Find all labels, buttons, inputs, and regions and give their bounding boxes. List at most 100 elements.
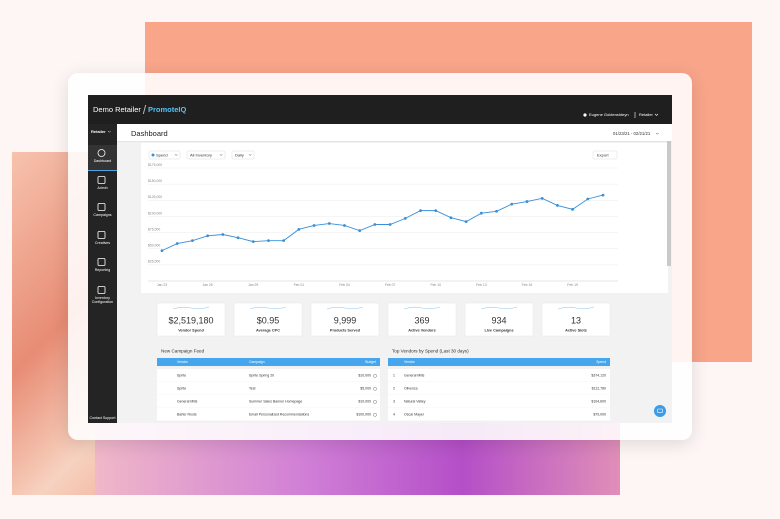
kpi-card (464, 302, 534, 337)
nav-label: Reporting (95, 268, 111, 272)
column-header: Vendor (404, 360, 416, 364)
data-point (525, 200, 529, 203)
chevron (655, 132, 659, 135)
product: PromoteIQ (148, 105, 187, 114)
x-tick-label: Feb 04 (339, 283, 350, 287)
table-row (388, 369, 610, 382)
data-point (236, 236, 240, 240)
header-bar (117, 124, 672, 142)
filter-label: Spend (156, 152, 168, 157)
nav-icon (97, 286, 106, 294)
data-point (510, 202, 514, 206)
data-point (464, 220, 468, 223)
table-row (157, 369, 380, 382)
y-tick-label: $150,000 (148, 179, 162, 183)
table-title: Top Vendors by Spend (Last 30 days) (392, 349, 469, 354)
contact-support: Contact Support (90, 416, 116, 420)
table-cell: $10,000 (358, 374, 371, 378)
x-tick-label: Feb 01 (294, 283, 305, 287)
kpi-value: 9,999 (334, 315, 357, 325)
data-point (449, 216, 453, 220)
data-point (388, 223, 392, 226)
account: Retailer (639, 112, 653, 117)
table-cell: Natural Valley (404, 400, 426, 404)
x-tick-label: Feb 19 (567, 283, 578, 287)
info-icon (373, 386, 377, 391)
data-point (373, 223, 377, 226)
retailer-selector: Retailer (91, 129, 106, 134)
table-cell: 2 (393, 387, 395, 391)
x-tick-label: Feb 10 (430, 283, 441, 287)
nav-label: Campaigns (93, 213, 111, 217)
table-cell: Test (249, 387, 255, 391)
spend-line (161, 194, 604, 252)
table-cell: Oscar Mayer (404, 413, 425, 417)
table-cell: Olivenza (404, 387, 418, 391)
table-row (157, 395, 380, 408)
column-header: Campaign (249, 360, 265, 364)
nav-label-line: Inventory (95, 296, 110, 300)
data-point (206, 234, 210, 238)
data-point (251, 240, 255, 244)
filter-label: Daily (235, 152, 244, 157)
data-point (297, 227, 301, 231)
chat-button[interactable] (654, 405, 666, 417)
x-tick-label: Jan 26 (203, 283, 213, 287)
table-cell: $104,600 (591, 400, 606, 404)
table-cell: $112,780 (592, 387, 606, 391)
nav-icon (97, 203, 106, 211)
data-point (191, 239, 194, 243)
table-cell: Sprite (177, 387, 186, 391)
filter-label: All Inventory (190, 152, 212, 157)
data-point (571, 207, 574, 211)
sparkline (480, 306, 518, 310)
data-point (221, 233, 225, 236)
data-point (358, 229, 362, 233)
data-point (540, 196, 544, 200)
table-cell: $374,120 (591, 374, 606, 378)
kpi-card (387, 302, 457, 337)
data-point (267, 239, 270, 243)
table-cell: $5,000 (360, 387, 371, 391)
filter-chip[interactable] (148, 150, 181, 160)
table-title: New Campaign Feed (161, 349, 205, 354)
table-header (388, 358, 610, 366)
data-point (434, 209, 438, 213)
y-tick-label: $50,000 (148, 244, 160, 248)
y-tick-label: $75,000 (148, 227, 160, 231)
table-row (388, 395, 610, 408)
table-cell: 4 (393, 413, 395, 417)
brand: Demo Retailer (93, 105, 141, 114)
kpi-value: 369 (414, 315, 429, 325)
sidebar-active (88, 145, 117, 171)
sparkline (172, 306, 210, 310)
nav-label: Inventory Configuration (92, 296, 113, 304)
kpi-label: Vendor Spend (178, 329, 204, 333)
sidebar (88, 124, 117, 423)
table-cell: General Mills (177, 400, 198, 404)
table-cell: General Mills (404, 374, 425, 378)
sparkline (557, 306, 595, 310)
x-tick-label: Jan 29 (248, 283, 258, 287)
x-tick-label: Jan 23 (157, 283, 167, 287)
kpi-value: 13 (571, 315, 581, 325)
table-cell: Sprite Spring 20 (249, 374, 274, 378)
table-row (388, 382, 610, 395)
export-button[interactable] (592, 150, 618, 160)
table-cell: Sprite (177, 374, 186, 378)
data-point (160, 249, 164, 253)
table-cell: Summer Sales Banner Homepage (249, 400, 302, 404)
table-row (157, 382, 380, 395)
export-label: Export (597, 152, 609, 157)
date-range: 01/23/21 - 02/21/21 (613, 131, 651, 136)
nav-icon (97, 231, 106, 239)
filter-chip[interactable] (231, 150, 255, 160)
chevron (174, 154, 178, 156)
table-row (388, 408, 610, 421)
nav-label: Creatives (95, 241, 110, 245)
data-point (495, 209, 498, 213)
scrollbar (667, 141, 671, 266)
info-icon (373, 412, 377, 417)
filter-chip[interactable] (186, 150, 226, 160)
